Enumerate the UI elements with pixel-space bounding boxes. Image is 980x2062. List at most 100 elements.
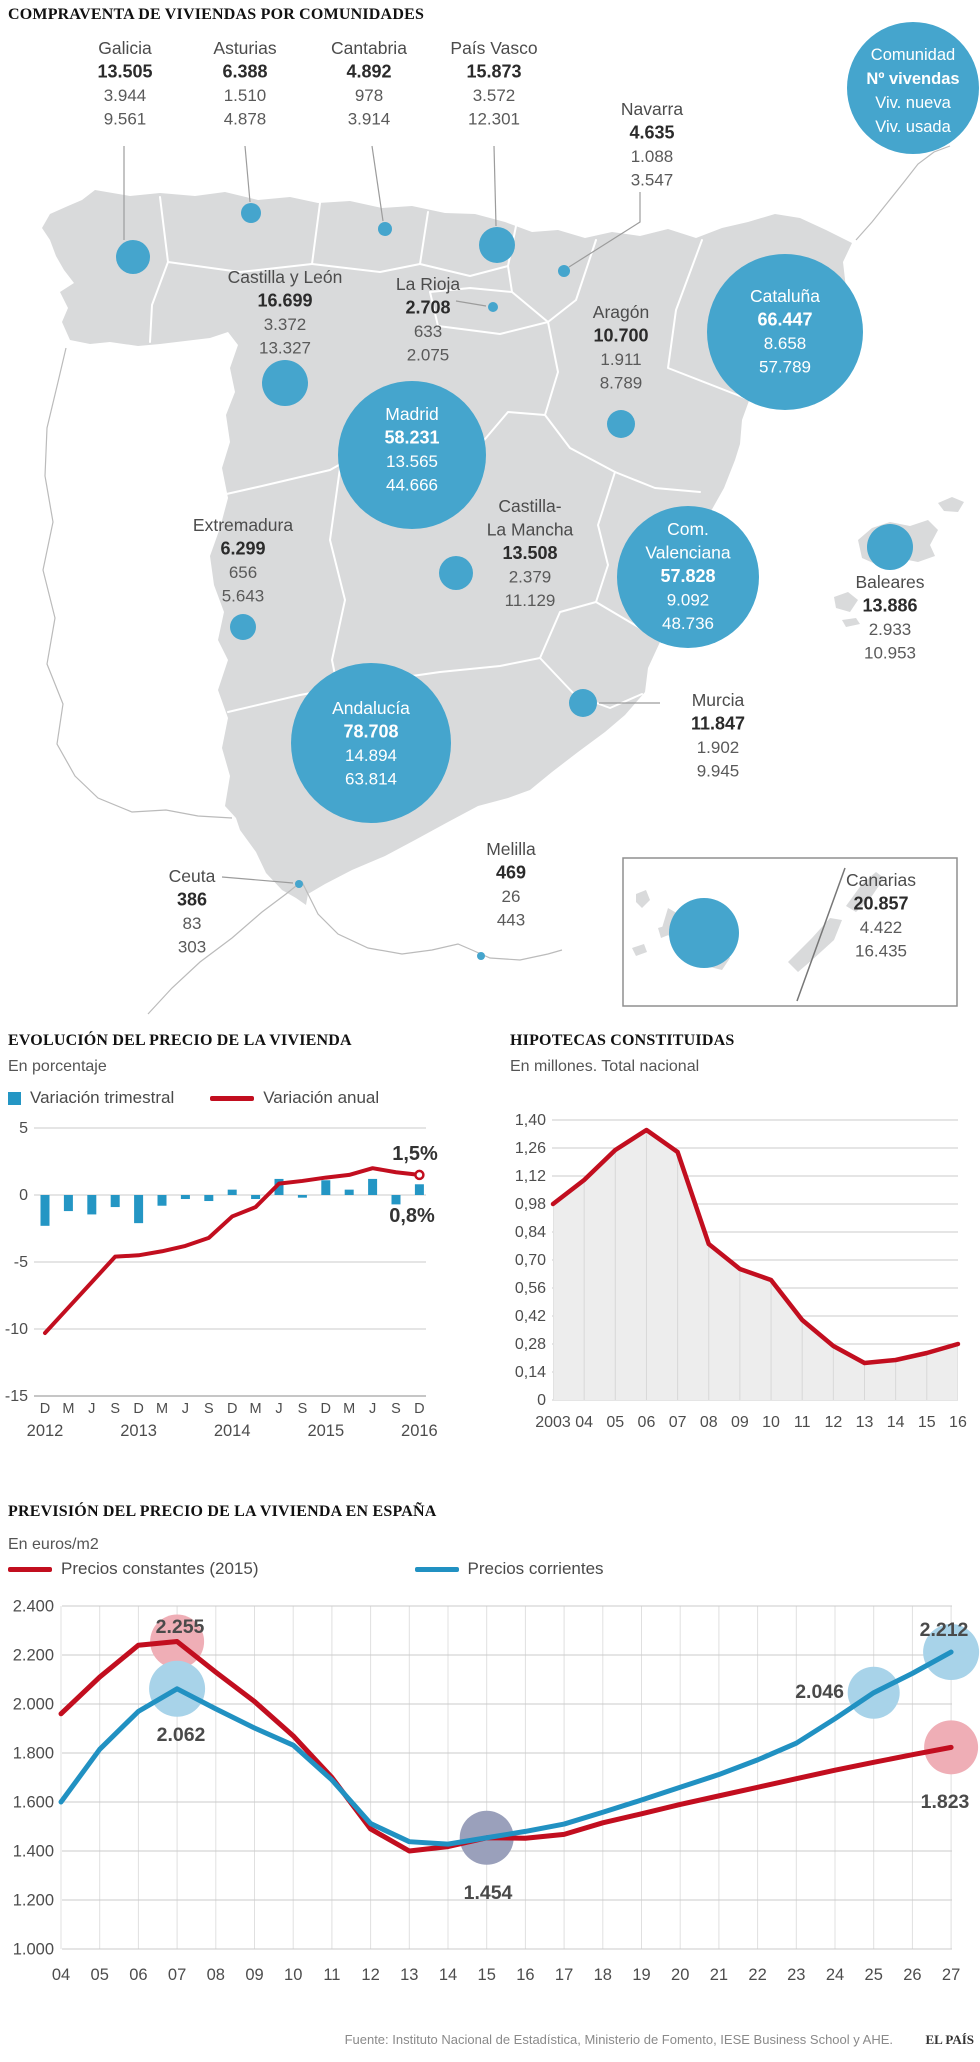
region-used: 443: [497, 911, 525, 930]
bar: [180, 1195, 190, 1200]
y-tick: 1,40: [515, 1112, 546, 1129]
footer-brand: EL PAÍS: [925, 2032, 974, 2047]
region-label-canarias: Canarias 20.857 4.422 16.435: [846, 870, 916, 961]
region-new: 978: [355, 86, 383, 105]
x-tick: 10: [284, 1966, 302, 1984]
region-new: 26: [502, 887, 521, 906]
x-tick: 09: [731, 1414, 749, 1431]
annotation-value: 2.212: [920, 1619, 969, 1641]
region-total: 58.231: [384, 428, 439, 448]
y-tick: 5: [19, 1120, 28, 1137]
plot: 2.400 2.200 2.000 1.800 1.600 1.400 1.200 1.000…: [13, 1598, 980, 1984]
region-name: La Rioja: [396, 274, 460, 294]
region-label-la-rioja: La Rioja 2.708 633 2.075: [396, 274, 460, 365]
region-bubble-cantabria: [378, 222, 392, 236]
bar: [63, 1195, 73, 1212]
region-name: Andalucía: [332, 698, 410, 718]
neighbour-coastlines: [42, 145, 951, 1015]
forecast-chart: 2.400 2.200 2.000 1.800 1.600 1.400 1.200 1.000…: [13, 1598, 980, 1984]
region-used: 5.643: [222, 587, 265, 606]
region-label-baleares: Baleares 13.886 2.933 10.953: [855, 572, 924, 663]
region-bubble-com-valenciana: [617, 506, 759, 648]
bar: [204, 1195, 214, 1202]
region-total: 469: [496, 863, 526, 883]
x-tick: 11: [323, 1966, 340, 1984]
region-new: 1.088: [631, 147, 674, 166]
region-label-galicia: Galicia 13.505 3.944 9.561: [97, 38, 152, 129]
x-tick: 10: [762, 1414, 780, 1431]
region-name: La Mancha: [487, 520, 574, 540]
region-new: 633: [414, 322, 442, 341]
bar: [157, 1195, 167, 1206]
bar: [227, 1189, 237, 1195]
legend-label: Variación anual: [263, 1088, 380, 1107]
region-name: Extremadura: [193, 515, 293, 535]
region-bubble-asturias: [241, 203, 261, 223]
region-labels: Galicia 13.505 3.944 9.561 Asturias 6.388 1.51…: [97, 38, 924, 961]
region-total: 13.886: [862, 596, 917, 616]
mortgages-title: HIPOTECAS CONSTITUIDAS: [510, 1032, 735, 1049]
x-tick: 26: [903, 1966, 921, 1984]
region-new: 4.422: [860, 918, 903, 937]
spain-landmass: [42, 190, 852, 905]
region-new: 3.944: [104, 86, 147, 105]
y-tick: 1.000: [13, 1941, 54, 1959]
bar: [321, 1180, 331, 1195]
region-used: 12.301: [468, 110, 520, 129]
region-bubble-andalucia: [291, 663, 451, 823]
x-tick: S: [110, 1401, 120, 1417]
map-legend-line: Comunidad: [871, 46, 955, 64]
x-tick: J: [182, 1401, 189, 1417]
bar: [414, 1184, 424, 1195]
x-tick: 05: [606, 1414, 624, 1431]
x-tick: 21: [710, 1966, 728, 1984]
region-name: Aragón: [593, 302, 649, 322]
y-tick: 1.600: [13, 1794, 54, 1812]
x-tick: 13: [856, 1414, 874, 1431]
region-total: 6.388: [222, 62, 267, 82]
region-new: 13.565: [386, 452, 438, 471]
area-fill: [553, 1130, 958, 1400]
y-tick: 0,56: [515, 1280, 546, 1297]
region-name: Ceuta: [169, 866, 216, 886]
inset-slash: [796, 867, 846, 1002]
y-tick: 1.200: [13, 1892, 54, 1910]
region-bubble-baleares: [867, 524, 913, 570]
region-bubble-canarias: [669, 898, 739, 968]
x-tick: 15: [478, 1966, 496, 1984]
region-used: 9.945: [697, 762, 740, 781]
y-tick: 2.000: [13, 1696, 54, 1714]
region-name: Asturias: [213, 38, 276, 58]
region-bubble-extremadura: [230, 614, 256, 640]
region-used: 57.789: [759, 358, 811, 377]
x-tick: 08: [700, 1414, 718, 1431]
x-tick: 15: [918, 1414, 936, 1431]
year-label: 2016: [401, 1422, 438, 1440]
x-tick: 05: [91, 1966, 109, 1984]
anual-swatch-icon: [210, 1095, 255, 1101]
y-tick: 2.400: [13, 1598, 54, 1616]
x-tick: S: [204, 1401, 214, 1417]
legend-label: Precios constantes (2015): [61, 1559, 259, 1578]
region-label-navarra: Navarra 4.635 1.088 3.547: [621, 99, 684, 190]
x-tick: 11: [794, 1414, 811, 1431]
region-name: Cantabria: [331, 38, 407, 58]
map-legend-line: Viv. usada: [875, 118, 951, 136]
region-bubble-navarra: [558, 265, 570, 277]
region-name: Baleares: [855, 572, 924, 592]
region-total: 16.699: [257, 291, 312, 311]
portugal-coast: [42, 347, 233, 819]
region-name: Castilla-: [498, 496, 561, 516]
x-tick: 17: [555, 1966, 573, 1984]
region-total: 2.708: [405, 298, 450, 318]
region-total: 386: [177, 890, 207, 910]
x-tick: 27: [942, 1966, 960, 1984]
bar: [344, 1189, 354, 1195]
x-tick: 18: [594, 1966, 612, 1984]
y-tick: 0: [19, 1187, 28, 1204]
legend-item-anual: Variación anual: [210, 1088, 379, 1108]
region-label-cantabria: Cantabria 4.892 978 3.914: [331, 38, 407, 129]
y-tick: -10: [5, 1321, 28, 1338]
region-name: Valenciana: [645, 543, 731, 563]
